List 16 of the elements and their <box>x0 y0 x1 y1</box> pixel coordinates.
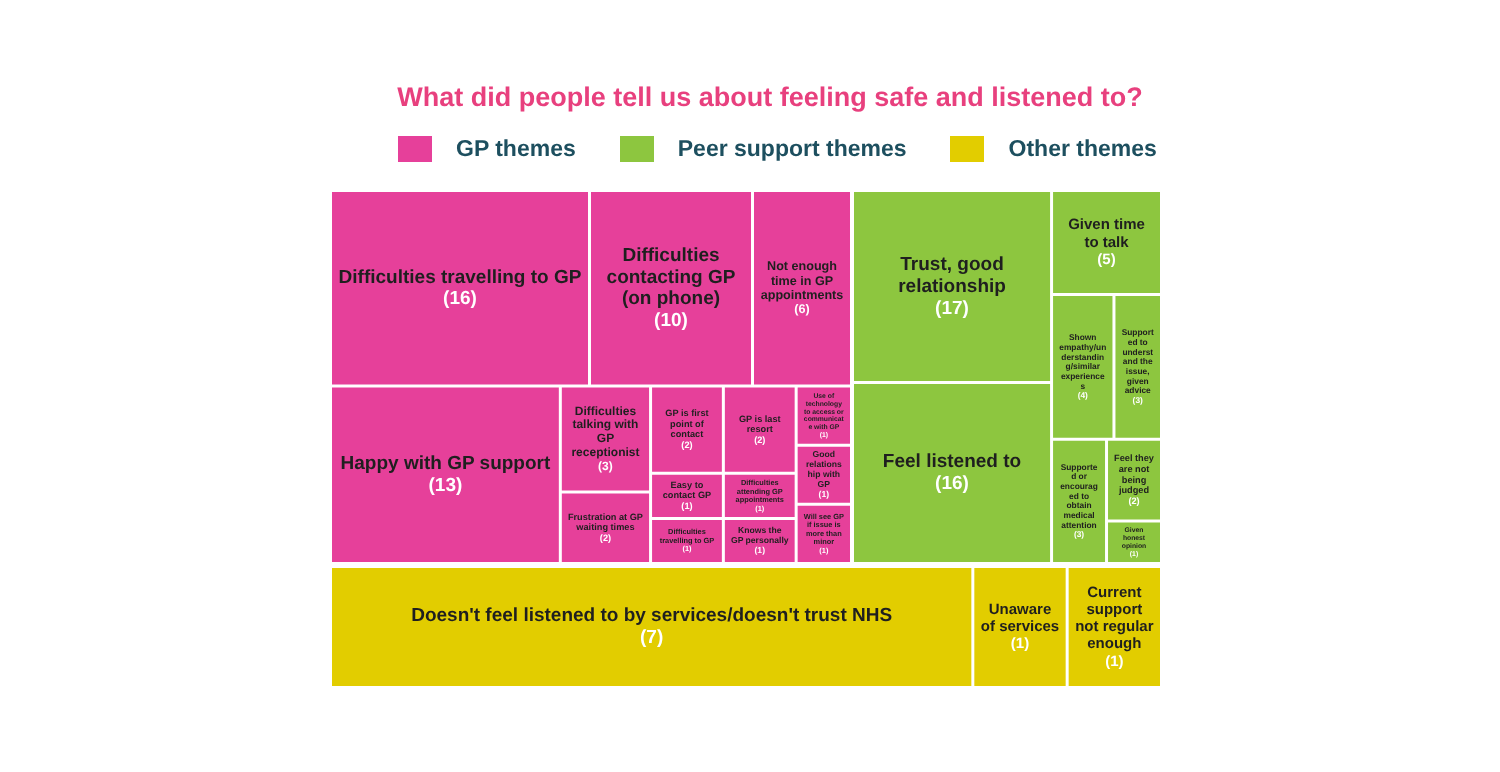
data-label: (13) <box>428 474 463 497</box>
category-label: Feel listened to <box>882 451 1022 474</box>
data-label: (16) <box>935 473 969 496</box>
legend-label: Other themes <box>1008 137 1157 161</box>
data-label: (7) <box>640 627 664 650</box>
category-label: Happy with GP support <box>340 453 552 476</box>
data-label: (17) <box>935 297 969 320</box>
category-label: Doesn't feel listened to by services/doesn't trust NHS <box>411 605 893 628</box>
text: What did people tell us about feeling safe and listened to? <box>395 82 1145 112</box>
category-label: Trust, good relationship <box>898 253 1007 298</box>
data-label: (10) <box>654 310 688 333</box>
legend-label: GP themes <box>456 137 576 161</box>
category-label: Difficulties contacting GP (on phone) <box>606 244 737 311</box>
category-label: Difficulties travelling to GP <box>338 266 583 289</box>
legend-label: Peer support themes <box>677 137 907 161</box>
data-label: (16) <box>443 288 477 311</box>
